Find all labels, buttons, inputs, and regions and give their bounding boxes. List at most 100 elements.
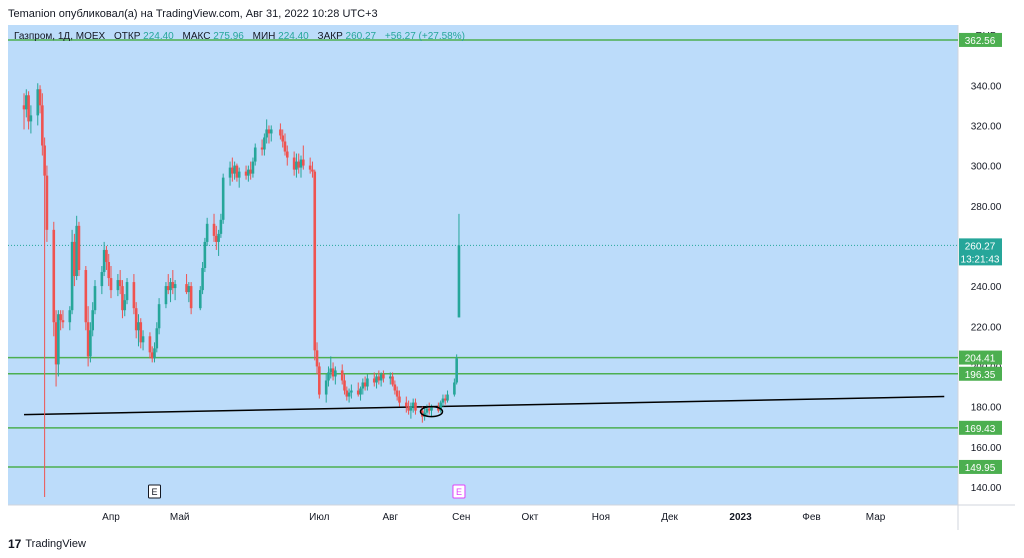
candle-body — [45, 175, 49, 230]
candle — [453, 378, 456, 397]
candle — [439, 400, 442, 413]
candle — [155, 322, 159, 353]
candle — [107, 253, 111, 287]
candle-body — [411, 402, 415, 407]
price-chart[interactable]: EE 140.00160.00180.00200.00220.00240.002… — [8, 25, 1015, 530]
y-tick-label-2: 180.00 — [971, 403, 1002, 414]
candle-body — [347, 392, 351, 397]
candle — [70, 229, 74, 315]
candle-body — [441, 398, 445, 403]
trendline-layer — [24, 395, 945, 416]
candle — [233, 161, 236, 180]
x-tick-label-6: Ноя — [592, 512, 610, 523]
candle-body — [59, 314, 62, 321]
candle-body — [36, 89, 40, 116]
candle-body — [382, 374, 385, 379]
candle-body — [125, 282, 129, 301]
x-tick-label-0: Апр — [102, 512, 120, 523]
candle-body — [409, 406, 413, 411]
candle-body — [84, 270, 88, 323]
earnings-marker-label-0: E — [151, 487, 157, 497]
candle — [139, 318, 143, 349]
candle — [363, 376, 367, 391]
candle — [219, 213, 223, 238]
legend-close-label: ЗАКР — [318, 31, 344, 42]
level-label-bg-3 — [959, 420, 1002, 435]
candle-body — [430, 406, 433, 411]
candle — [75, 215, 78, 281]
candle-body — [446, 394, 449, 401]
candle-body — [141, 336, 145, 343]
candle — [134, 302, 138, 339]
candle — [407, 400, 410, 415]
candle-body — [263, 137, 266, 150]
earnings-marker-0[interactable] — [148, 484, 162, 499]
candle — [251, 157, 255, 178]
level-label-bg-4 — [959, 459, 1002, 474]
candle-body — [405, 402, 408, 407]
candle — [45, 165, 49, 242]
candle — [187, 282, 191, 303]
candle-body — [439, 402, 442, 411]
candle — [153, 342, 156, 363]
candle-body — [123, 300, 127, 311]
candle-body — [155, 328, 159, 349]
candle-body — [100, 272, 104, 287]
candle-body — [308, 165, 312, 170]
candle — [372, 372, 376, 387]
y-tick-label-4: 220.00 — [971, 322, 1002, 333]
candle-body — [334, 370, 337, 377]
candle — [212, 213, 216, 242]
candle-body — [54, 322, 58, 365]
candle-body — [116, 280, 120, 291]
level-label-bg-2 — [959, 366, 1002, 381]
candle — [375, 374, 378, 389]
candle — [427, 402, 431, 415]
y-tick-label-5: 240.00 — [971, 282, 1002, 293]
candle-body — [132, 282, 136, 309]
candle — [189, 282, 193, 315]
candle-body — [457, 245, 461, 318]
candle — [391, 372, 394, 387]
legend-close-value: 260.27 — [346, 31, 377, 42]
candle-body — [215, 235, 218, 242]
candle — [201, 261, 204, 295]
level-label-0: 362.56 — [965, 36, 996, 47]
x-tick-label-8: 2023 — [729, 512, 752, 523]
candle-body — [171, 282, 175, 289]
candle-body — [75, 225, 78, 277]
candle — [102, 241, 106, 277]
candle — [283, 133, 287, 156]
candle-body — [363, 382, 367, 387]
candle-body — [377, 376, 381, 381]
candle-body — [423, 412, 426, 417]
earnings-marker-1[interactable] — [452, 484, 466, 499]
candle-body — [427, 408, 431, 411]
candle-body — [61, 320, 65, 323]
candle-body — [198, 290, 202, 309]
candle-body — [361, 382, 365, 389]
candle — [27, 91, 30, 130]
candle-body — [150, 352, 154, 359]
highlight-ellipse[interactable] — [419, 405, 444, 418]
x-tick-label-3: Авг — [382, 512, 398, 523]
candle — [377, 370, 381, 385]
trendline[interactable] — [24, 395, 945, 416]
candle-body — [292, 157, 296, 170]
candle — [267, 125, 271, 144]
candle-body — [395, 390, 399, 397]
candle-body — [302, 159, 305, 166]
candle — [29, 105, 33, 134]
candle — [260, 139, 264, 156]
legend-open-label: ОТКР — [114, 31, 141, 42]
candle — [84, 266, 88, 331]
candle-body — [41, 105, 44, 146]
legend-low-value: 224.40 — [278, 31, 309, 42]
candle — [318, 362, 321, 399]
candle-body — [331, 368, 335, 377]
x-tick-label-9: Фев — [802, 512, 820, 523]
candle-body — [260, 147, 264, 150]
candle-body — [343, 380, 346, 391]
candle — [173, 280, 177, 301]
candle-body — [359, 388, 362, 395]
